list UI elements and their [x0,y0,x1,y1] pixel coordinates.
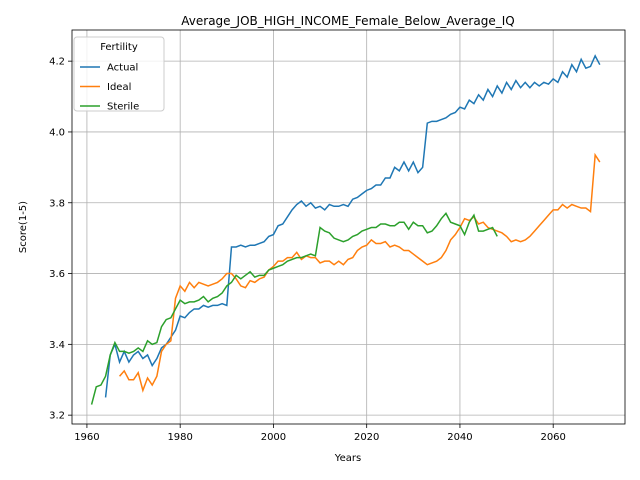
series-line [118,152,601,393]
y-tick-label: 4.0 [49,127,65,138]
series-line [104,54,601,398]
legend-label: Actual [107,63,138,74]
legend-label: Ideal [107,82,131,93]
x-tick-label: 2000 [261,432,286,443]
chart-title: Average_JOB_HIGH_INCOME_Female_Below_Ave… [181,14,514,28]
x-tick-label: 1980 [167,432,192,443]
y-axis-label: Score(1-5) [18,201,29,253]
y-tick-label: 3.8 [49,198,65,209]
legend-box [73,36,165,112]
x-tick-label: 2060 [540,432,565,443]
y-tick-label: 3.4 [49,340,65,351]
legend: Fertility Actual Ideal Sterile [73,36,165,113]
y-tick-label: 3.6 [49,269,65,280]
series-line [90,212,498,405]
x-tick-label: 2040 [447,432,472,443]
y-tick-label: 3.2 [49,411,65,422]
plot-frame [71,29,626,425]
x-tick-label: 1960 [74,432,99,443]
y-tick-label: 4.2 [49,57,65,68]
legend-label: Sterile [107,102,139,113]
x-tick-label: 2020 [354,432,379,443]
x-axis-label: Years [334,453,361,464]
legend-title: Fertility [100,42,138,53]
